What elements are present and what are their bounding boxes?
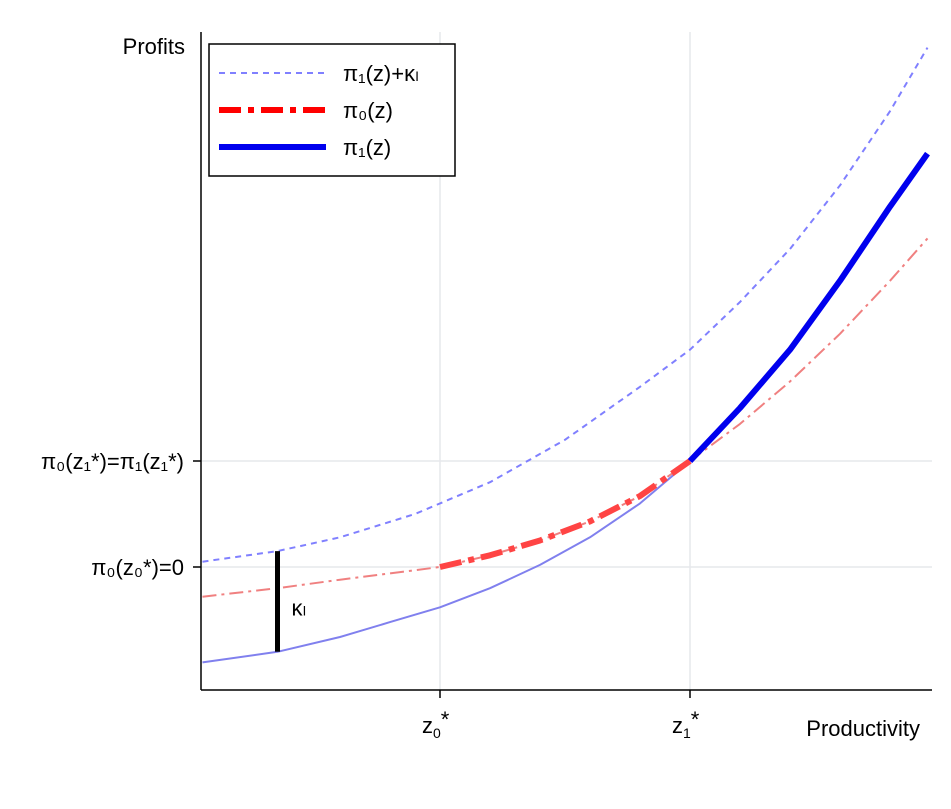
curves — [202, 47, 930, 664]
legend: π₁(z)+κₗ π₀(z) π₁(z) — [208, 43, 456, 177]
grid-lines — [201, 32, 932, 690]
kappa-label: κₗ — [292, 595, 307, 620]
x-axis-title: Productivity — [806, 716, 920, 741]
series-pi0_thin — [202, 237, 929, 598]
y-tick-label: π₀(z₁*)=π₁(z₁*) — [41, 449, 184, 474]
axes: Profits Productivity — [123, 32, 932, 741]
y-axis-title: Profits — [123, 34, 185, 59]
legend-label: π₁(z)+κₗ — [343, 61, 419, 86]
series-pi1_thin — [202, 460, 691, 664]
series-pi0_bold — [439, 458, 692, 570]
y-tick-label: π₀(z₀*)=0 — [91, 555, 184, 580]
annotations: κₗ — [275, 551, 307, 652]
series-pi1_bold — [687, 151, 930, 464]
x-tick-label: z0* — [422, 707, 450, 741]
legend-label: π₁(z) — [343, 135, 391, 160]
x-tick-label: z1* — [672, 707, 700, 741]
legend-label: π₀(z) — [343, 98, 393, 123]
series-pi1_plus_kappa — [202, 47, 929, 563]
ticks: z0* z1* π₀(z₀*)=0 π₀(z₁*)=π₁(z₁*) — [41, 449, 700, 741]
